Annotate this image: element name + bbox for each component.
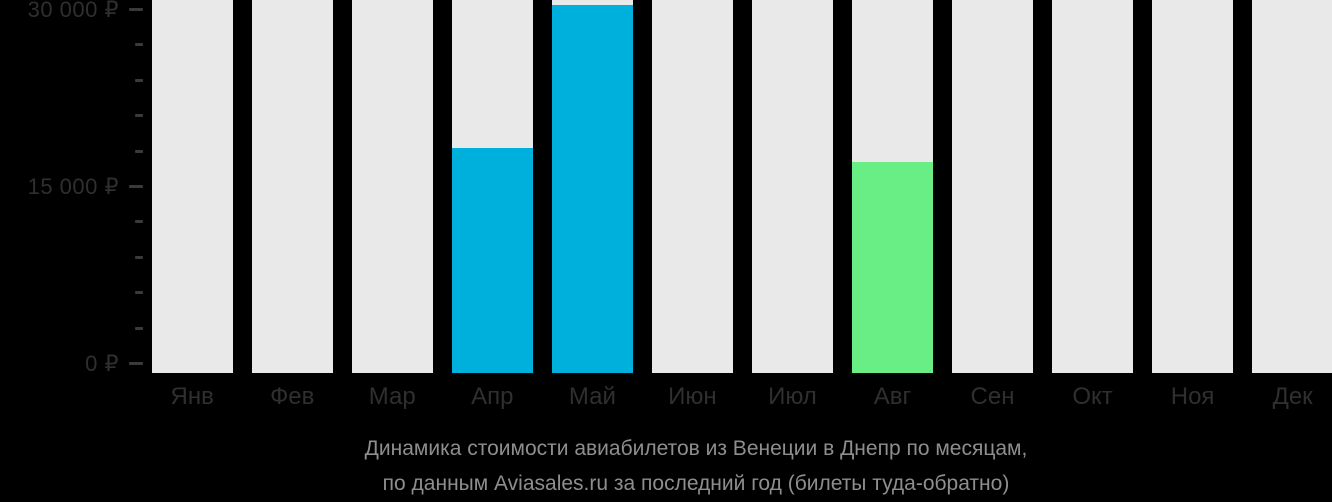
- placeholder-bar: [952, 0, 1034, 373]
- month-label: Май: [568, 383, 616, 410]
- y-axis-minor-tick: [135, 255, 143, 259]
- placeholder-bar: [251, 0, 333, 373]
- month-label: Янв: [170, 383, 214, 410]
- price-bar: [551, 4, 633, 373]
- placeholder-bar: [151, 0, 233, 373]
- caption-subtitle: по данным Aviasales.ru за последний год …: [382, 472, 1010, 495]
- y-axis-minor-tick: [135, 78, 143, 82]
- month-label: Сен: [970, 383, 1015, 410]
- y-axis-major-tick: [129, 362, 143, 365]
- month-label: Ноя: [1170, 383, 1215, 410]
- month-label: Окт: [1072, 383, 1113, 410]
- y-axis-tick-label: 0 ₽: [85, 350, 119, 376]
- placeholder-bar: [651, 0, 733, 373]
- placeholder-bar: [1052, 0, 1134, 373]
- y-axis-tick-label: 30 000 ₽: [27, 0, 119, 22]
- placeholder-bar: [751, 0, 833, 373]
- y-axis-minor-tick: [135, 43, 143, 47]
- placeholder-bar: [351, 0, 433, 373]
- y-axis-major-tick: [129, 8, 143, 11]
- month-label: Июл: [768, 383, 817, 410]
- y-axis-minor-tick: [135, 220, 143, 224]
- placeholder-bar: [1152, 0, 1234, 373]
- y-axis-minor-tick: [135, 114, 143, 118]
- month-label: Авг: [873, 383, 912, 410]
- y-axis-tick-label: 15 000 ₽: [27, 173, 119, 199]
- chart-caption: Динамика стоимости авиабилетов из Венеци…: [30, 431, 1332, 501]
- y-axis-minor-tick: [135, 326, 143, 330]
- y-axis-minor-tick: [135, 291, 143, 295]
- y-axis-minor-tick: [135, 149, 143, 153]
- month-label: Фев: [270, 383, 315, 410]
- month-label: Июн: [668, 383, 717, 410]
- month-label: Мар: [368, 383, 416, 410]
- month-label: Апр: [471, 383, 514, 410]
- y-axis-major-tick: [129, 185, 143, 188]
- placeholder-bar: [1252, 0, 1332, 373]
- month-label: Дек: [1272, 383, 1313, 410]
- price-bar: [451, 147, 533, 373]
- caption-title: Динамика стоимости авиабилетов из Венеци…: [364, 437, 1028, 460]
- price-bar: [851, 161, 933, 373]
